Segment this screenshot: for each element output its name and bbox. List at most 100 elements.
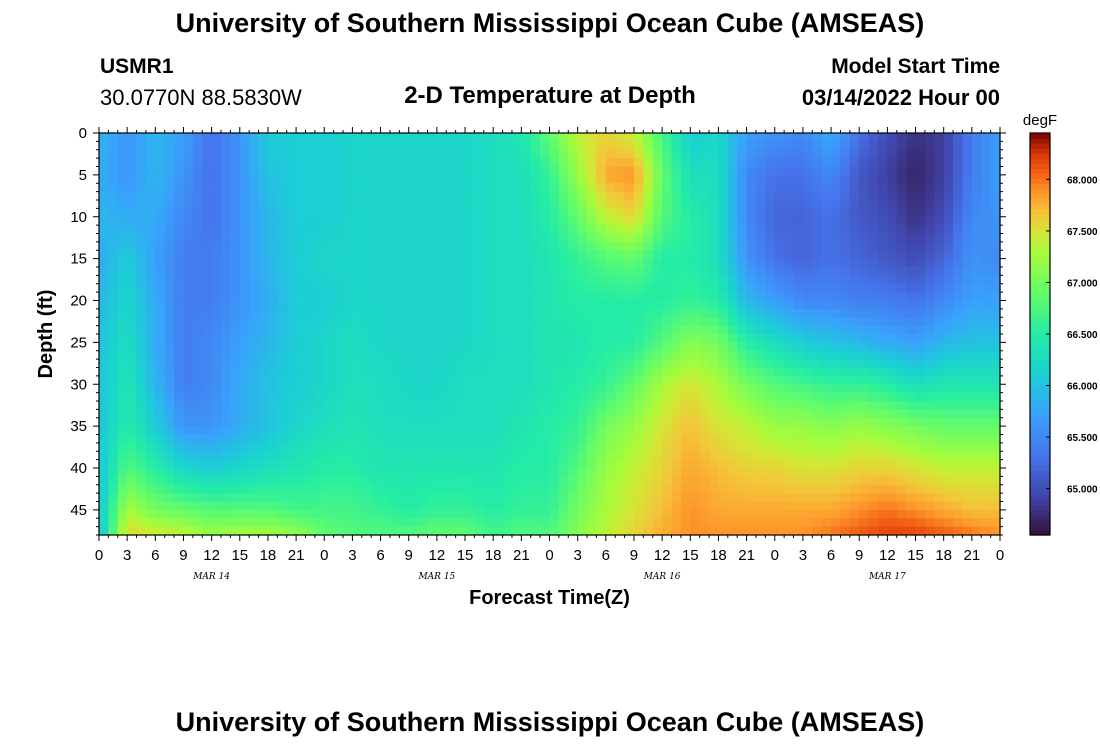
heatmap-cell — [267, 426, 278, 436]
heatmap-cell — [277, 518, 288, 528]
heatmap-cell — [662, 267, 673, 276]
heatmap-cell — [502, 493, 513, 503]
heatmap-cell — [859, 476, 870, 486]
heatmap-cell — [633, 468, 644, 477]
heatmap-cell — [549, 174, 560, 184]
heatmap-cell — [962, 258, 973, 268]
heatmap-cell — [230, 283, 241, 293]
heatmap-cell — [164, 493, 175, 503]
heatmap-cell — [840, 334, 851, 343]
heatmap-cell — [615, 493, 626, 503]
heatmap-cell — [840, 367, 851, 377]
heatmap-cell — [493, 526, 504, 536]
heatmap-cell — [662, 325, 673, 335]
heatmap-cell — [934, 384, 945, 394]
heatmap-cell — [615, 166, 626, 176]
heatmap-cell — [643, 141, 654, 151]
colorbar-band — [1030, 359, 1050, 365]
heatmap-cell — [906, 141, 917, 151]
heatmap-cell — [699, 200, 710, 209]
heatmap-cell — [849, 267, 860, 276]
heatmap-cell — [361, 292, 372, 302]
heatmap-cell — [408, 250, 419, 260]
heatmap-cell — [690, 409, 701, 419]
heatmap-cell — [277, 342, 288, 352]
heatmap-cell — [840, 451, 851, 461]
heatmap-cell — [680, 526, 691, 536]
heatmap-cell — [690, 283, 701, 293]
heatmap-cell — [530, 225, 541, 235]
colorbar-band — [1030, 489, 1050, 496]
heatmap-cell — [718, 509, 729, 519]
heatmap-cell — [455, 158, 466, 168]
heatmap-cell — [99, 476, 109, 486]
heatmap-cell — [277, 367, 288, 377]
heatmap-cell — [718, 526, 729, 536]
heatmap-cell — [239, 149, 250, 159]
heatmap-cell — [709, 501, 720, 511]
heatmap-cell — [596, 225, 607, 235]
heatmap-cell — [371, 267, 382, 276]
heatmap-cell — [906, 133, 917, 142]
heatmap-cell — [662, 241, 673, 251]
heatmap-cell — [446, 325, 457, 335]
heatmap-cell — [981, 149, 992, 159]
heatmap-cell — [643, 451, 654, 461]
heatmap-cell — [718, 200, 729, 209]
heatmap-cell — [333, 451, 344, 461]
heatmap-cell — [136, 334, 147, 343]
heatmap-cell — [812, 149, 823, 159]
heatmap-cell — [915, 509, 926, 519]
heatmap-cell — [136, 208, 147, 218]
heatmap-cell — [108, 468, 119, 477]
heatmap-cell — [389, 518, 400, 528]
heatmap-cell — [221, 300, 231, 310]
heatmap-cell — [164, 275, 175, 285]
heatmap-cell — [802, 292, 813, 302]
heatmap-cell — [849, 409, 860, 419]
heatmap-cell — [943, 526, 954, 536]
heatmap-cell — [859, 149, 870, 159]
heatmap-cell — [596, 283, 607, 293]
heatmap-cell — [887, 133, 898, 142]
heatmap-cell — [784, 409, 795, 419]
heatmap-cell — [427, 216, 438, 226]
heatmap-cell — [868, 451, 879, 461]
heatmap-cell — [605, 133, 616, 142]
heatmap-cell — [662, 451, 673, 461]
heatmap-cell — [671, 476, 682, 486]
x-tick-label: 6 — [827, 547, 835, 564]
heatmap-cell — [718, 208, 729, 218]
heatmap-cell — [624, 300, 635, 310]
heatmap-cell — [399, 426, 410, 436]
heatmap-cell — [380, 451, 391, 461]
x-tick-label: 15 — [231, 547, 248, 564]
heatmap-cell — [812, 468, 823, 477]
heatmap-cell — [305, 468, 316, 477]
heatmap-cell — [174, 468, 185, 477]
heatmap-cell — [605, 183, 616, 193]
heatmap-cell — [821, 317, 832, 327]
heatmap-cell — [868, 158, 879, 168]
heatmap-cell — [380, 526, 391, 536]
heatmap-cell — [286, 434, 297, 444]
heatmap-cell — [267, 442, 278, 452]
heatmap-cell — [286, 166, 297, 176]
heatmap-cell — [286, 233, 297, 243]
heatmap-cell — [483, 216, 494, 226]
heatmap-cell — [577, 308, 588, 318]
heatmap-cell — [662, 476, 673, 486]
heatmap-cell — [296, 350, 307, 360]
heatmap-cell — [427, 518, 438, 528]
heatmap-cell — [596, 216, 607, 226]
heatmap-cell — [521, 191, 532, 201]
heatmap-cell — [192, 526, 203, 536]
heatmap-cell — [99, 434, 109, 444]
heatmap-cell — [709, 509, 720, 519]
heatmap-cell — [286, 342, 297, 352]
heatmap-cell — [840, 375, 851, 385]
heatmap-cell — [277, 200, 288, 209]
heatmap-cell — [465, 451, 476, 461]
heatmap-cell — [296, 493, 307, 503]
heatmap-cell — [408, 409, 419, 419]
